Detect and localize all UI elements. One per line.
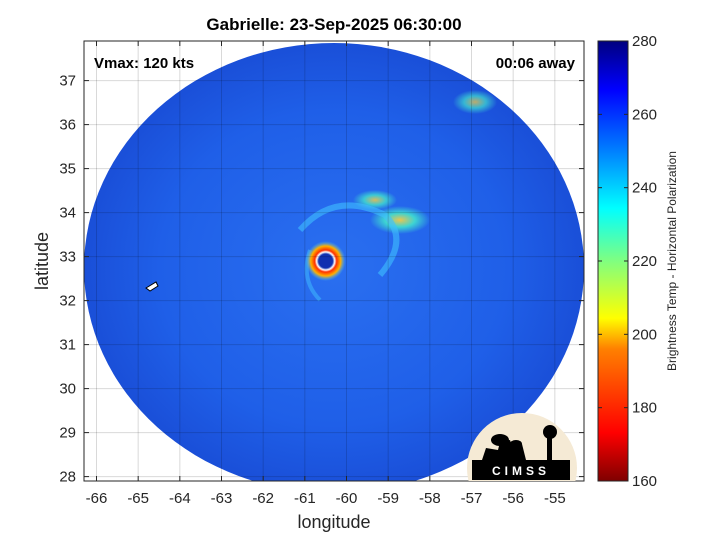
x-tick-label: -62 (252, 490, 274, 507)
y-tick-label: 29 (59, 425, 76, 442)
colorbar-gradient (597, 40, 629, 482)
x-axis-ticks: -66 -65 -64 -63 -62 -61 -60 -59 -58 -57 -56 -55 (86, 41, 566, 507)
x-tick-label: -56 (502, 490, 524, 507)
x-axis-label: longitude (297, 512, 370, 532)
cloud-feature-ne (453, 90, 497, 114)
y-axis-label: latitude (32, 232, 52, 290)
y-tick-label: 35 (59, 161, 76, 178)
vmax-label: Vmax: 120 kts (94, 55, 194, 72)
x-tick-label: -64 (169, 490, 191, 507)
y-tick-label: 37 (59, 73, 76, 90)
colorbar-tick-label: 220 (632, 253, 657, 270)
logo-text: CIMSS (492, 464, 550, 478)
x-tick-label: -57 (461, 490, 483, 507)
colorbar-tick-label: 160 (632, 473, 657, 490)
y-tick-label: 30 (59, 381, 76, 398)
x-tick-label: -60 (336, 490, 358, 507)
colorbar: 160 180 200 220 240 260 280 Brightness Temp - … (597, 33, 679, 490)
cimss-logo: CIMSS (467, 413, 577, 481)
x-tick-label: -58 (419, 490, 441, 507)
y-tick-label: 33 (59, 249, 76, 266)
y-axis-ticks: 28 29 30 31 32 33 34 35 36 37 (59, 73, 584, 486)
y-tick-label: 36 (59, 117, 76, 134)
chart-title: Gabrielle: 23-Sep-2025 06:30:00 (206, 15, 461, 34)
time-away-label: 00:06 away (496, 55, 576, 72)
y-tick-label: 31 (59, 337, 76, 354)
spiral-band (297, 202, 400, 277)
x-tick-label: -55 (544, 490, 566, 507)
axes-frame (83, 40, 585, 482)
colorbar-tick-label: 280 (632, 33, 657, 50)
colorbar-ticks: 160 180 200 220 240 260 280 (598, 33, 657, 490)
x-tick-label: -63 (211, 490, 233, 507)
colorbar-tick-label: 260 (632, 106, 657, 123)
colorbar-label: Brightness Temp - Horizontal Polarizatio… (665, 151, 679, 371)
y-tick-label: 28 (59, 469, 76, 486)
island-outline (145, 281, 159, 292)
microwave-swath (84, 43, 584, 481)
x-tick-label: -59 (377, 490, 399, 507)
logo-building-icon (482, 425, 557, 460)
x-tick-label: -65 (127, 490, 149, 507)
colorbar-tick-label: 180 (632, 400, 657, 417)
y-tick-label: 34 (59, 205, 76, 222)
y-tick-label: 32 (59, 293, 76, 310)
colorbar-tick-label: 200 (632, 326, 657, 343)
logo-banner (472, 460, 570, 480)
grid-lines (84, 41, 584, 481)
storm-eye (305, 241, 346, 281)
colorbar-tick-label: 240 (632, 180, 657, 197)
x-tick-label: -66 (86, 490, 108, 507)
x-tick-label: -61 (294, 490, 316, 507)
